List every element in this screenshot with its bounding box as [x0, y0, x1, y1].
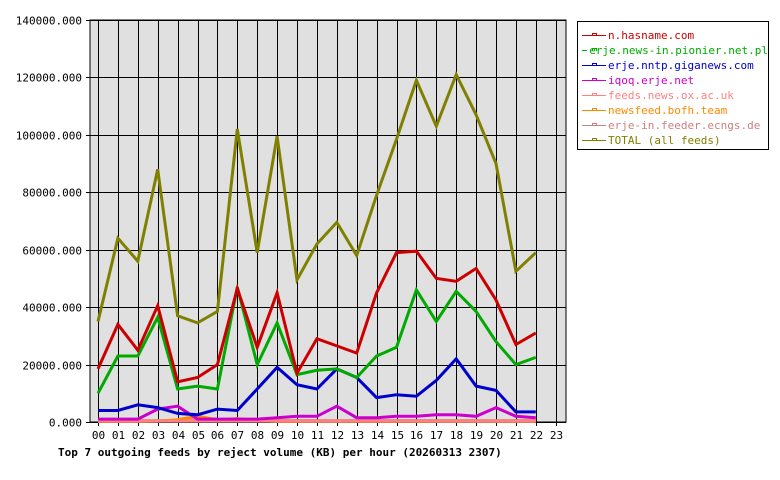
legend-item: erje-in.feeder.ecngs.de [578, 118, 768, 133]
x-tick-label: 15 [391, 429, 404, 442]
x-tick-label: 13 [351, 429, 364, 442]
y-tick-label: 100000.000 [16, 130, 82, 143]
y-tick-label: 40000.000 [22, 302, 82, 315]
legend-line-marker-icon [582, 60, 606, 71]
legend-line-marker-icon [582, 135, 606, 146]
legend-label: feeds.news.ox.ac.uk [608, 89, 734, 102]
x-tick-label: 21 [510, 429, 523, 442]
x-tick-label: 14 [371, 429, 385, 442]
x-tick-label: 11 [311, 429, 324, 442]
series-line-n-hasname-com [96, 249, 537, 384]
x-tick-label: 07 [231, 429, 244, 442]
y-tick-label: 140000.000 [16, 15, 82, 28]
x-tick-label: 12 [331, 429, 344, 442]
x-tick-label: 02 [132, 429, 145, 442]
series-line-iqoq-erje-net [98, 404, 536, 421]
series-lines [96, 70, 537, 423]
x-tick-label: 05 [192, 429, 205, 442]
legend-item: TOTAL (all feeds) [578, 133, 768, 148]
y-tick-label: 20000.000 [22, 360, 82, 373]
x-tick-label: 16 [410, 429, 423, 442]
y-tick-label: 80000.000 [22, 187, 82, 200]
plot-area [89, 19, 567, 423]
y-tick-label: 120000.000 [16, 72, 82, 85]
legend-line-marker-icon [582, 90, 606, 101]
x-tick-label: 17 [430, 429, 443, 442]
y-tick-label: 0.000 [49, 417, 82, 430]
legend-item: iqoq.erje.net [578, 73, 768, 88]
x-tick-label: 09 [271, 429, 284, 442]
legend-line-marker-icon [582, 45, 597, 56]
x-tick-label: 01 [112, 429, 125, 442]
y-axis: 0.000 20000.000 40000.000 60000.000 80000.00… [16, 15, 90, 430]
legend-line-marker-icon [582, 105, 606, 116]
legend-line-marker-icon [582, 75, 606, 86]
x-tick-label: 20 [490, 429, 503, 442]
legend: n.hasname.com erje.news-in.pionier.net.pl… [577, 21, 769, 150]
legend-label: erje.nntp.giganews.com [608, 59, 754, 72]
x-tick-label: 22 [530, 429, 543, 442]
x-tick-label: 23 [550, 429, 563, 442]
legend-label: TOTAL (all feeds) [608, 134, 721, 147]
series-line-erje-nntp-giganews-com [98, 356, 536, 417]
x-tick-label: 18 [450, 429, 463, 442]
x-tick-label: 10 [291, 429, 304, 442]
x-tick-label: 08 [251, 429, 264, 442]
legend-label: iqoq.erje.net [608, 74, 695, 87]
series-line-total-all-feeds- [96, 70, 537, 325]
legend-item: feeds.news.ox.ac.uk [578, 88, 768, 103]
x-tick-label: 04 [172, 429, 186, 442]
x-tick-label: 19 [470, 429, 483, 442]
y-tick-label: 60000.000 [22, 245, 82, 258]
legend-label: erje.news-in.pionier.net.pl [589, 44, 768, 57]
legend-item: n.hasname.com [578, 28, 768, 43]
chart-title: Top 7 outgoing feeds by reject volume (K… [58, 446, 502, 459]
legend-line-marker-icon [582, 30, 606, 41]
legend-item: newsfeed.bofh.team [578, 103, 768, 118]
legend-line-marker-icon [582, 120, 606, 131]
legend-item: erje.nntp.giganews.com [578, 58, 768, 73]
legend-item: erje.news-in.pionier.net.pl [578, 43, 768, 58]
series-line-erje-news-in-pionier-net-pl [96, 286, 537, 395]
x-axis: 00 01 02 03 04 05 06 07 08 09 10 11 12 13 14 15 16 17 18 19… [92, 429, 563, 442]
x-tick-label: 06 [211, 429, 224, 442]
legend-label: newsfeed.bofh.team [608, 104, 728, 117]
x-tick-label: 00 [92, 429, 105, 442]
legend-label: n.hasname.com [608, 29, 695, 42]
x-tick-label: 03 [152, 429, 165, 442]
legend-label: erje-in.feeder.ecngs.de [608, 119, 761, 132]
